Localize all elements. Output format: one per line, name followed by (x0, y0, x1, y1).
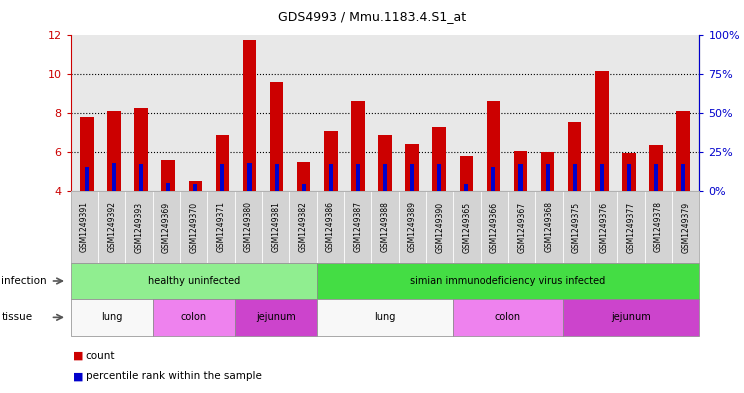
Bar (302, 184, 306, 191)
Text: GSM1249386: GSM1249386 (326, 202, 335, 252)
Bar (464, 184, 468, 191)
Bar (541, 152, 554, 191)
Bar (600, 164, 604, 191)
Bar (356, 164, 360, 191)
Bar (514, 151, 527, 191)
Text: GSM1249371: GSM1249371 (217, 202, 225, 252)
Text: GSM1249390: GSM1249390 (435, 201, 444, 253)
Bar (216, 135, 229, 191)
Bar (676, 111, 690, 191)
Bar (329, 164, 333, 191)
Text: GSM1249365: GSM1249365 (463, 201, 472, 253)
Text: healthy uninfected: healthy uninfected (147, 276, 240, 286)
Bar (135, 108, 148, 191)
Bar (270, 82, 283, 191)
Bar (410, 164, 414, 191)
Bar (85, 167, 89, 191)
Bar (324, 131, 338, 191)
Bar (519, 164, 522, 191)
Bar (405, 144, 419, 191)
Text: GSM1249377: GSM1249377 (626, 201, 635, 253)
Bar (627, 164, 631, 191)
Bar (681, 164, 685, 191)
Bar (220, 164, 225, 191)
Text: GSM1249391: GSM1249391 (80, 202, 89, 252)
Text: GSM1249380: GSM1249380 (244, 202, 253, 252)
Bar (139, 164, 143, 191)
Text: GSM1249368: GSM1249368 (545, 202, 554, 252)
Text: count: count (86, 351, 115, 361)
Bar (460, 156, 473, 191)
Bar (80, 117, 94, 191)
Bar (351, 101, 365, 191)
Text: jejunum: jejunum (256, 312, 295, 322)
Bar (378, 135, 392, 191)
Bar (193, 184, 197, 191)
Bar (654, 164, 658, 191)
Text: GSM1249370: GSM1249370 (189, 201, 198, 253)
Bar (297, 162, 310, 191)
Bar (432, 127, 446, 191)
Bar (487, 101, 500, 191)
Text: GSM1249389: GSM1249389 (408, 202, 417, 252)
Bar (650, 145, 663, 191)
Bar (568, 122, 582, 191)
Text: jejunum: jejunum (611, 312, 651, 322)
Bar (275, 164, 279, 191)
Text: GSM1249382: GSM1249382 (298, 202, 307, 252)
Bar (161, 160, 175, 191)
Text: GSM1249369: GSM1249369 (162, 201, 171, 253)
Text: colon: colon (181, 312, 207, 322)
Text: GSM1249376: GSM1249376 (599, 201, 608, 253)
Text: infection: infection (1, 276, 47, 286)
Text: GSM1249379: GSM1249379 (682, 201, 690, 253)
Bar (107, 111, 121, 191)
Text: simian immunodeficiency virus infected: simian immunodeficiency virus infected (411, 276, 606, 286)
Text: lung: lung (101, 312, 122, 322)
Text: GSM1249375: GSM1249375 (572, 201, 581, 253)
Text: percentile rank within the sample: percentile rank within the sample (86, 371, 261, 382)
Bar (248, 163, 251, 191)
Text: GSM1249378: GSM1249378 (654, 202, 663, 252)
Bar (243, 40, 256, 191)
Text: GSM1249367: GSM1249367 (517, 201, 526, 253)
Text: GSM1249387: GSM1249387 (353, 202, 362, 252)
Text: GSM1249366: GSM1249366 (490, 201, 499, 253)
Text: GSM1249392: GSM1249392 (107, 202, 116, 252)
Bar (112, 163, 116, 191)
Text: GDS4993 / Mmu.1183.4.S1_at: GDS4993 / Mmu.1183.4.S1_at (278, 10, 466, 23)
Text: GSM1249388: GSM1249388 (380, 202, 390, 252)
Bar (437, 164, 441, 191)
Text: GSM1249381: GSM1249381 (271, 202, 280, 252)
Text: GSM1249393: GSM1249393 (135, 201, 144, 253)
Bar (166, 183, 170, 191)
Text: ■: ■ (73, 351, 83, 361)
Bar (595, 71, 609, 191)
Bar (573, 164, 577, 191)
Text: lung: lung (374, 312, 396, 322)
Text: colon: colon (495, 312, 521, 322)
Text: ■: ■ (73, 371, 83, 382)
Bar (545, 164, 550, 191)
Text: tissue: tissue (1, 312, 33, 322)
Bar (383, 164, 387, 191)
Bar (491, 167, 496, 191)
Bar (188, 181, 202, 191)
Bar (622, 153, 635, 191)
